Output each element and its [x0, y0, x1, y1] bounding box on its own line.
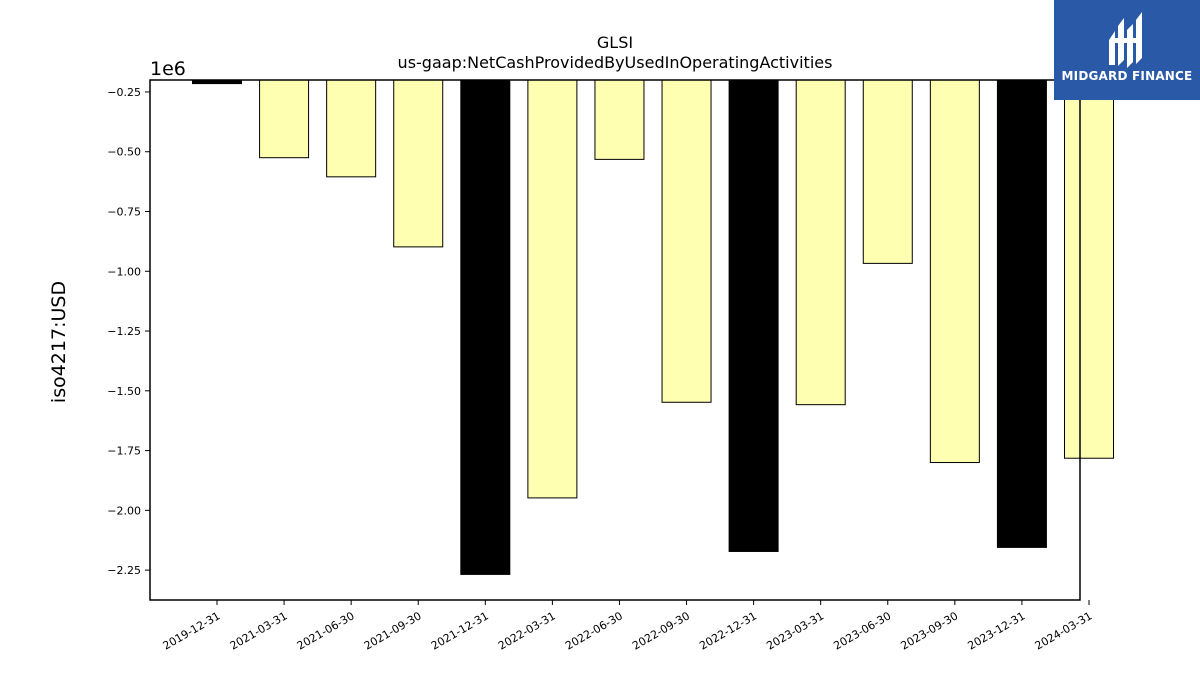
- y-tick-label: −1.25: [107, 325, 141, 338]
- y-offset-label: 1e6: [150, 58, 186, 80]
- y-axis-label: iso4217:USD: [48, 281, 70, 403]
- logo-text: MIDGARD FINANCE: [1061, 69, 1193, 83]
- x-tick-label: 2022-06-30: [563, 609, 625, 652]
- bar-2021-06-30: [326, 79, 377, 178]
- x-axis: 2019-12-31 2021-03-31 2021-06-30 2021-09-30…: [161, 600, 1095, 653]
- bar-2021-03-31: [259, 79, 310, 159]
- x-tick-label: 2022-12-31: [697, 609, 759, 652]
- bar-2022-12-31: [728, 79, 779, 552]
- bars-group: [192, 79, 1114, 575]
- x-tick-label: 2022-03-31: [496, 609, 558, 652]
- x-tick-label: 2021-06-30: [295, 609, 357, 652]
- bar-2022-03-31: [527, 79, 578, 499]
- y-tick-label: −0.75: [107, 205, 141, 218]
- x-tick-label: 2021-03-31: [228, 609, 290, 652]
- y-tick-label: −0.25: [107, 86, 141, 99]
- bar-2023-03-31: [795, 79, 846, 406]
- x-tick-label: 2021-09-30: [362, 609, 424, 652]
- bar-2022-06-30: [594, 79, 645, 160]
- bar-2024-03-31: [1064, 79, 1114, 459]
- midgard-logo-icon: [1109, 12, 1142, 68]
- bar-2023-12-31: [996, 79, 1047, 548]
- y-tick-label: −2.00: [107, 504, 141, 517]
- x-tick-label: 2022-09-30: [630, 609, 692, 652]
- y-axis: −0.25 −0.50 −0.75 −1.00 −1.25 −1.50 −1.75 −2.00…: [107, 86, 150, 577]
- bar-2022-09-30: [661, 79, 712, 403]
- x-tick-label: 2023-12-31: [966, 609, 1028, 652]
- bar-2023-06-30: [862, 79, 913, 264]
- midgard-finance-logo: MIDGARD FINANCE: [1054, 0, 1200, 100]
- y-tick-label: −1.00: [107, 265, 141, 278]
- bar-2023-09-30: [929, 79, 980, 464]
- x-tick-label: 2019-12-31: [161, 609, 223, 652]
- y-tick-label: −1.50: [107, 385, 141, 398]
- y-tick-label: −1.75: [107, 445, 141, 458]
- bar-2021-12-31: [460, 79, 511, 575]
- y-tick-label: −2.25: [107, 564, 141, 577]
- chart-title: GLSI: [597, 33, 633, 52]
- plot-frame: [149, 79, 1081, 601]
- x-tick-label: 2023-03-31: [764, 609, 826, 652]
- chart-subtitle: us-gaap:NetCashProvidedByUsedInOperating…: [398, 53, 833, 72]
- bar-2021-09-30: [393, 79, 444, 248]
- x-tick-label: 2021-12-31: [429, 609, 491, 652]
- x-tick-label: 2023-06-30: [831, 609, 893, 652]
- x-tick-label: 2023-09-30: [898, 609, 960, 652]
- y-tick-label: −0.50: [107, 146, 141, 159]
- x-tick-label: 2024-03-31: [1033, 609, 1095, 652]
